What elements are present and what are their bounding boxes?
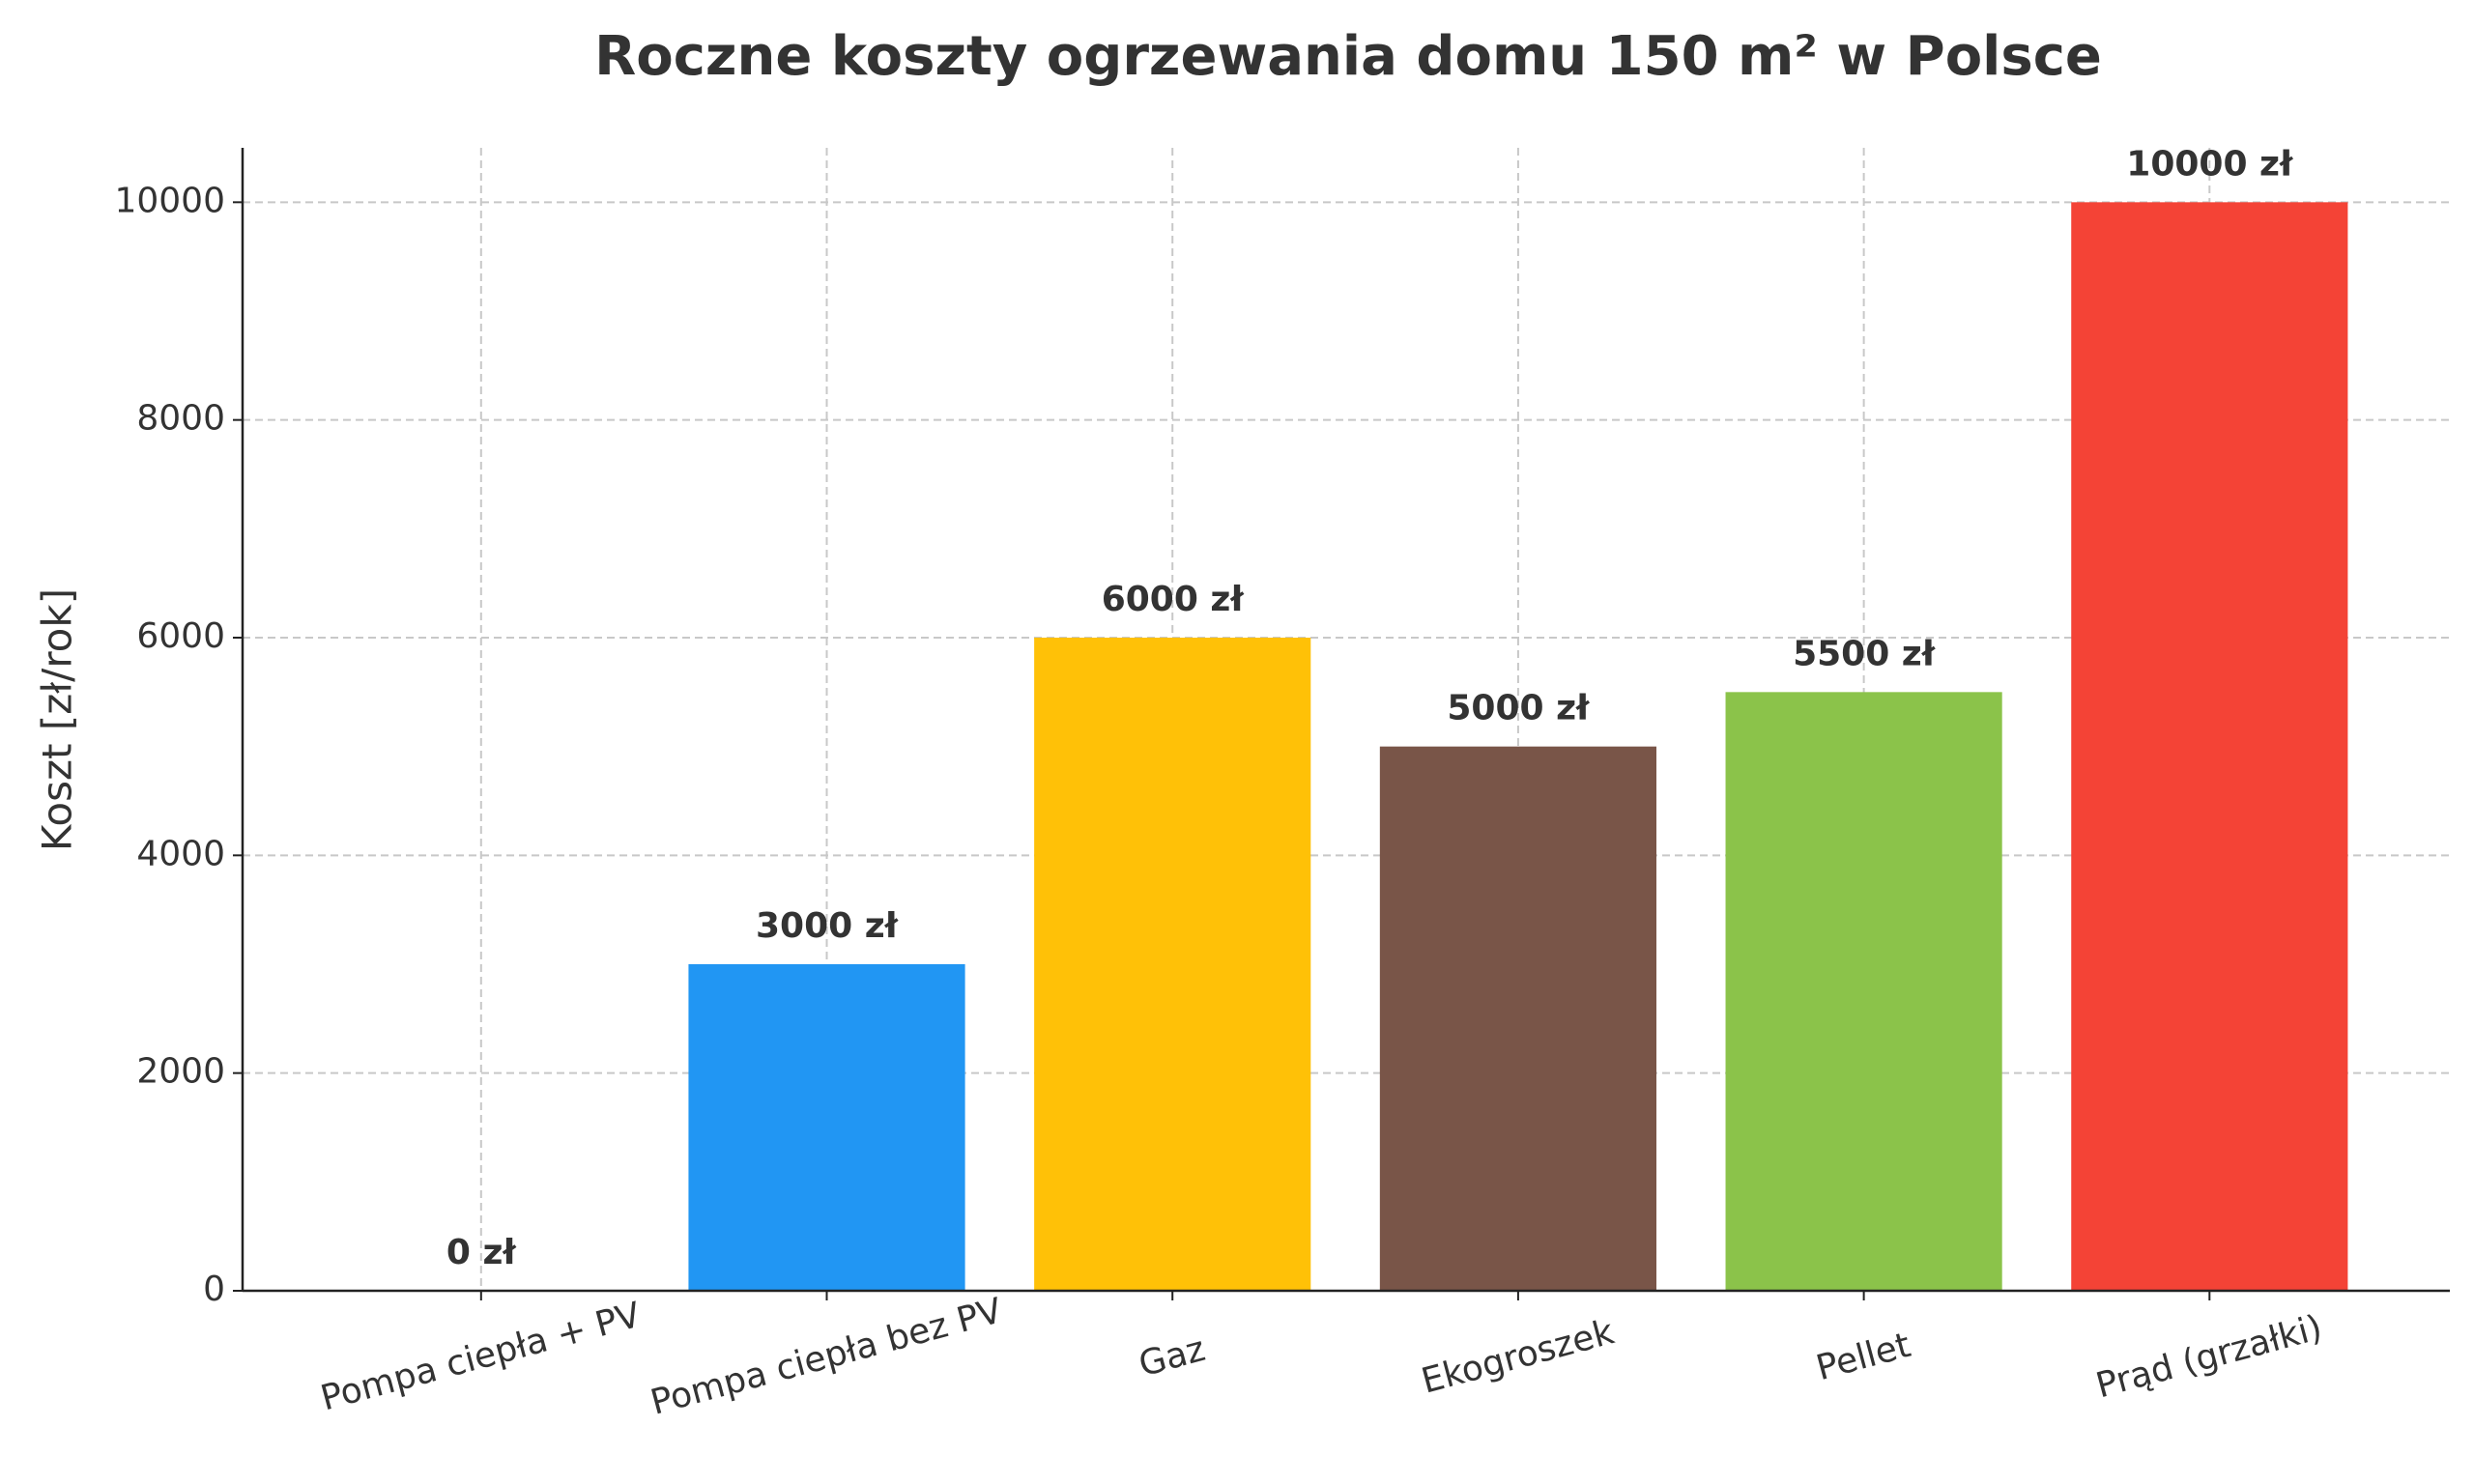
bar [688,964,965,1291]
x-tick-label: Pompa ciepła + PV [317,1296,646,1419]
y-tick-label: 2000 [136,1052,225,1092]
y-tick-label: 0 [203,1270,225,1309]
value-label: 10000 zł [2126,144,2294,184]
value-label: 0 zł [446,1233,518,1272]
value-label: 3000 zł [756,906,900,946]
chart-title: Roczne koszty ogrzewania domu 150 m² w P… [594,25,2102,88]
value-label: 5500 zł [1793,634,1937,673]
value-label: 5000 zł [1447,689,1591,728]
x-tick-label: Prąd (grzałki) [2092,1308,2326,1407]
bar [1034,638,1311,1291]
x-tick-label: Ekogroszek [1418,1312,1619,1401]
y-tick-label: 8000 [136,399,225,439]
y-tick-label: 4000 [136,834,225,873]
bar [1725,692,2002,1291]
x-tick-label: Gaz [1135,1329,1209,1384]
bar [2071,202,2348,1291]
y-tick-label: 10000 [114,181,225,220]
value-label: 6000 zł [1102,580,1246,619]
y-axis-label: Koszt [zł/rok] [34,588,81,851]
bar [1379,746,1656,1291]
x-tick-label: Pellet [1812,1326,1914,1388]
y-tick-label: 6000 [136,616,225,656]
x-tick-label: Pompa ciepła bez PV [647,1291,1006,1423]
bars [688,202,2348,1291]
